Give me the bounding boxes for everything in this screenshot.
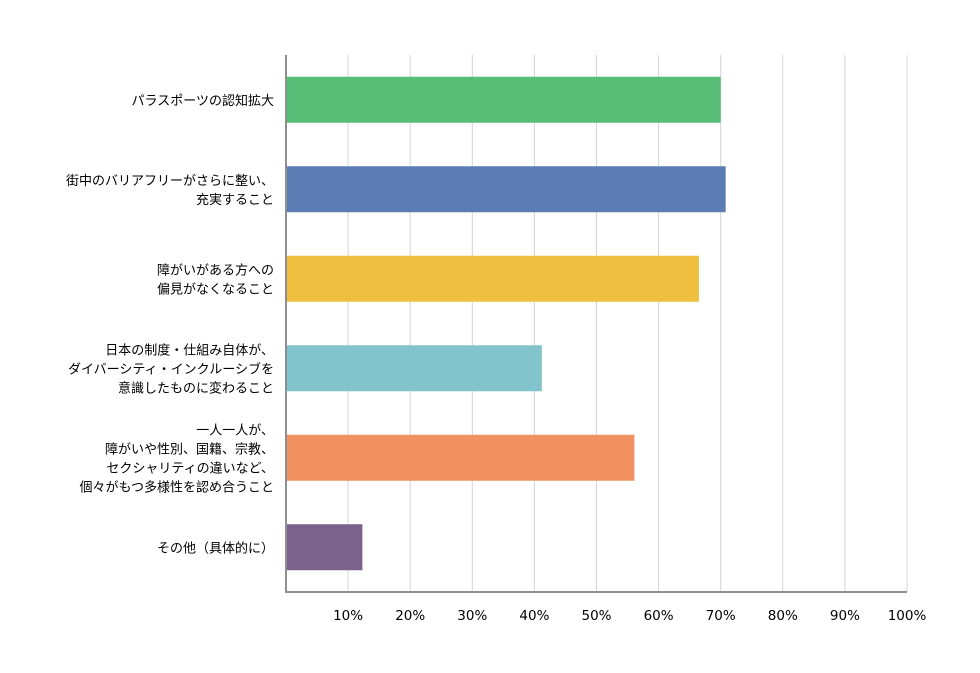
bar bbox=[286, 434, 635, 481]
x-tick-label: 10% bbox=[333, 608, 363, 624]
category-label: 一人一人が、障がいや性別、国籍、宗教、セクシャリティの違いなど、個々がもつ多様性… bbox=[80, 423, 274, 495]
x-tick-label: 90% bbox=[830, 608, 860, 624]
bar bbox=[286, 166, 726, 213]
category-label-line: 意識したものに変わること bbox=[118, 380, 274, 396]
category-label-line: 街中のバリアフリーがさらに整い、 bbox=[66, 174, 274, 189]
category-label-line: 障がいがある方への bbox=[157, 262, 274, 278]
x-tick-label: 40% bbox=[519, 608, 549, 624]
category-label: その他（具体的に） bbox=[157, 540, 274, 556]
x-tick-label: 80% bbox=[768, 608, 798, 624]
category-label-line: パラスポーツの認知拡大 bbox=[132, 93, 274, 109]
x-tick-labels: 10% 20% 30% 40% 50% 60% 70% 80% 90% 100% bbox=[333, 608, 926, 624]
category-label-line: その他（具体的に） bbox=[157, 540, 274, 556]
category-label-line: ダイバーシティ・インクルーシブを bbox=[68, 361, 274, 377]
bars bbox=[286, 76, 726, 571]
category-label: パラスポーツの認知拡大 bbox=[132, 93, 274, 109]
category-label: 日本の制度・仕組み自体が、ダイバーシティ・インクルーシブを意識したものに変わるこ… bbox=[68, 342, 274, 396]
category-label: 障がいがある方への偏見がなくなること bbox=[157, 262, 274, 297]
category-label-line: 充実すること bbox=[196, 192, 274, 208]
x-tick-label: 50% bbox=[581, 608, 611, 624]
x-tick-label: 30% bbox=[457, 608, 487, 624]
category-label-line: 個々がもつ多様性を認め合うこと bbox=[80, 479, 274, 495]
axes bbox=[285, 55, 907, 593]
x-tick-label: 60% bbox=[644, 608, 674, 624]
category-label-line: 日本の制度・仕組み自体が、 bbox=[105, 342, 274, 358]
bar bbox=[286, 255, 699, 302]
x-tick-label: 100% bbox=[888, 608, 927, 624]
bar bbox=[286, 345, 542, 392]
category-label-line: セクシャリティの違いなど、 bbox=[106, 461, 274, 476]
bar bbox=[286, 524, 363, 571]
gridlines bbox=[347, 55, 908, 592]
bar bbox=[286, 76, 721, 123]
category-label-line: 偏見がなくなること bbox=[157, 282, 274, 297]
x-tick-label: 70% bbox=[706, 608, 736, 624]
category-label: 街中のバリアフリーがさらに整い、充実すること bbox=[66, 174, 274, 208]
category-labels: パラスポーツの認知拡大街中のバリアフリーがさらに整い、充実すること障がいがある方… bbox=[66, 93, 274, 557]
category-label-line: 障がいや性別、国籍、宗教、 bbox=[105, 441, 274, 457]
category-label-line: 一人一人が、 bbox=[196, 423, 274, 438]
x-tick-label: 20% bbox=[395, 608, 425, 624]
